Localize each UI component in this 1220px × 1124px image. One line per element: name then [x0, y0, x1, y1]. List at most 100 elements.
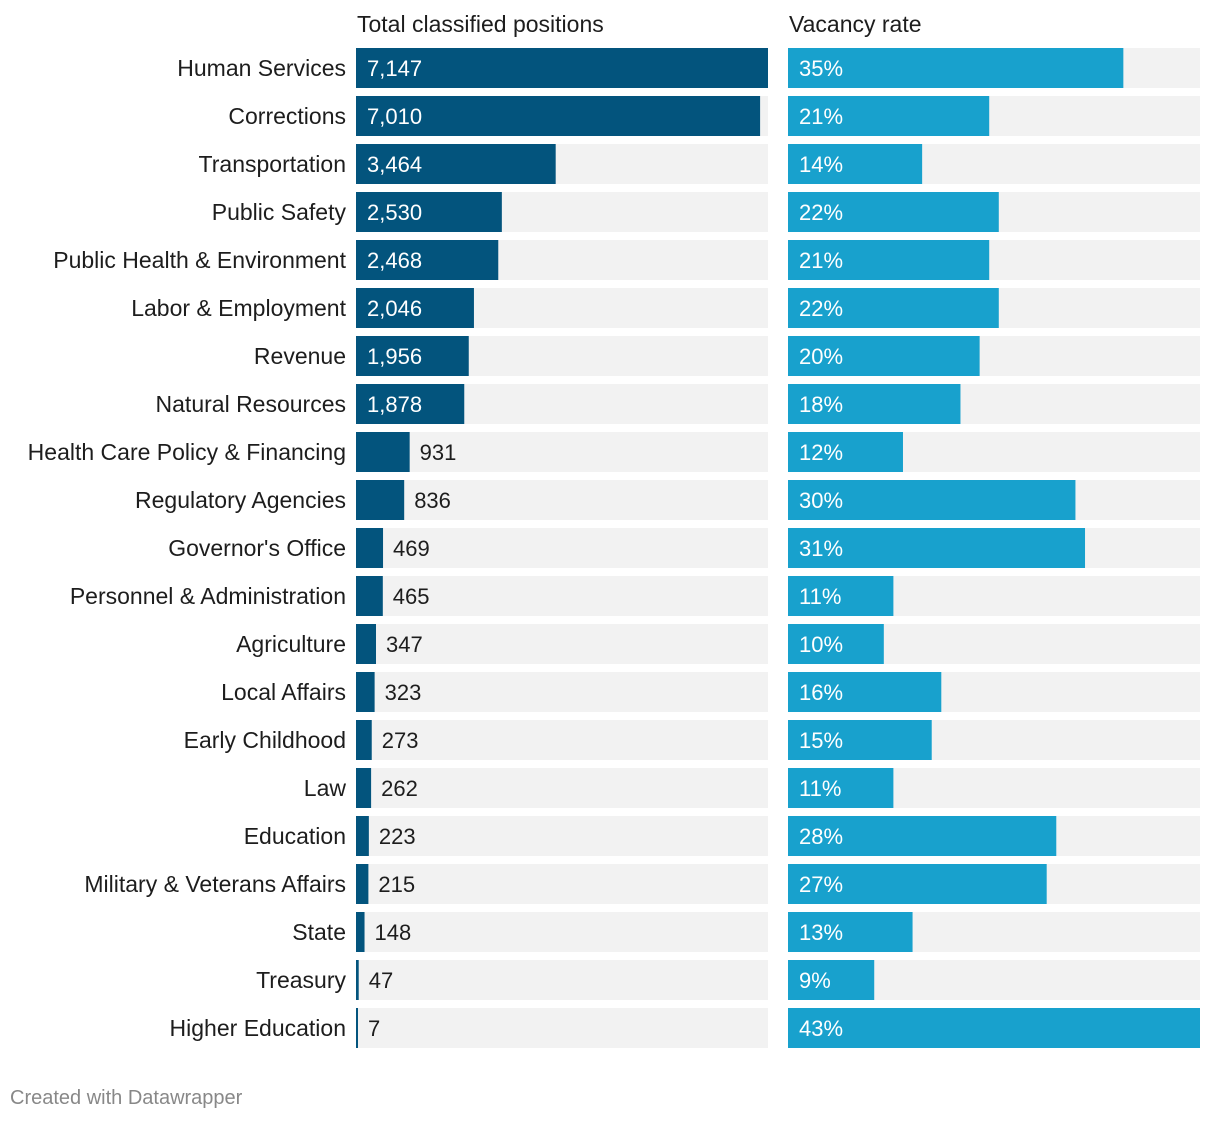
category-label: Corrections — [228, 103, 346, 129]
vacancy-bar — [788, 864, 1047, 904]
vacancy-value-label: 20% — [799, 344, 843, 369]
positions-value-label: 931 — [420, 440, 457, 465]
positions-track — [356, 528, 768, 568]
positions-track — [356, 912, 768, 952]
vacancy-bar — [788, 96, 990, 136]
category-label: Education — [244, 823, 346, 849]
positions-track — [356, 576, 768, 616]
positions-track — [356, 864, 768, 904]
category-label: Transportation — [199, 151, 346, 177]
positions-track — [356, 720, 768, 760]
category-label: Health Care Policy & Financing — [28, 439, 346, 465]
vacancy-bar — [788, 912, 913, 952]
positions-track — [356, 768, 768, 808]
positions-bar — [356, 912, 365, 952]
datawrapper-credit: Created with Datawrapper — [10, 1087, 243, 1109]
category-label: Treasury — [256, 967, 346, 993]
positions-track — [356, 432, 768, 472]
vacancy-value-label: 21% — [799, 104, 843, 129]
category-label: Higher Education — [170, 1015, 346, 1041]
vacancy-value-label: 15% — [799, 728, 843, 753]
positions-value-label: 469 — [393, 536, 430, 561]
category-label: Personnel & Administration — [70, 583, 346, 609]
category-label: Public Safety — [212, 199, 347, 225]
positions-bar — [356, 432, 410, 472]
category-label: State — [292, 919, 346, 945]
positions-bar — [356, 720, 372, 760]
chart-rows: Human Services 7,147 35% Corrections 7,010 21… — [28, 48, 1200, 1048]
positions-value-label: 1,956 — [367, 344, 422, 369]
category-label: Local Affairs — [221, 679, 346, 705]
positions-track — [356, 816, 768, 856]
vacancy-value-label: 28% — [799, 824, 843, 849]
positions-bar — [356, 1008, 358, 1048]
vacancy-value-label: 35% — [799, 56, 843, 81]
positions-value-label: 215 — [378, 872, 415, 897]
vacancy-bar — [788, 240, 990, 280]
positions-column-header: Total classified positions — [357, 11, 604, 37]
positions-bar — [356, 528, 384, 568]
vacancy-value-label: 16% — [799, 680, 843, 705]
vacancy-bar — [788, 1008, 1200, 1048]
positions-value-label: 273 — [382, 728, 419, 753]
vacancy-value-label: 11% — [799, 584, 841, 609]
positions-bar — [356, 672, 375, 712]
category-label: Governor's Office — [168, 535, 346, 561]
vacancy-value-label: 31% — [799, 536, 843, 561]
positions-value-label: 148 — [375, 920, 412, 945]
vacancy-value-label: 14% — [799, 152, 843, 177]
positions-value-label: 465 — [393, 584, 430, 609]
positions-value-label: 7,010 — [367, 104, 422, 129]
vacancy-bar — [788, 432, 903, 472]
vacancy-bar — [788, 576, 894, 616]
vacancy-bar — [788, 960, 875, 1000]
positions-bar — [356, 288, 474, 328]
positions-track — [356, 960, 768, 1000]
positions-value-label: 7 — [368, 1016, 380, 1041]
positions-track — [356, 480, 768, 520]
positions-value-label: 323 — [385, 680, 422, 705]
category-label: Natural Resources — [156, 391, 346, 417]
positions-bar — [356, 768, 372, 808]
positions-bar — [356, 624, 377, 664]
vacancy-bar — [788, 336, 980, 376]
vacancy-bar — [788, 816, 1057, 856]
positions-bar — [356, 48, 768, 88]
category-label: Regulatory Agencies — [135, 487, 346, 513]
positions-bar — [356, 192, 502, 232]
positions-bar — [356, 864, 369, 904]
vacancy-bar — [788, 768, 894, 808]
category-label: Military & Veterans Affairs — [84, 871, 346, 897]
vacancy-value-label: 30% — [799, 488, 843, 513]
positions-track — [356, 624, 768, 664]
vacancy-bar — [788, 288, 999, 328]
positions-bar — [356, 816, 369, 856]
vacancy-bar — [788, 384, 961, 424]
vacancy-value-label: 27% — [799, 872, 843, 897]
vacancy-bar — [788, 48, 1124, 88]
vacancy-bar — [788, 192, 999, 232]
positions-bar — [356, 240, 499, 280]
category-label: Revenue — [254, 343, 346, 369]
vacancy-bar — [788, 144, 923, 184]
vacancy-bar — [788, 720, 932, 760]
positions-value-label: 3,464 — [367, 152, 422, 177]
positions-value-label: 1,878 — [367, 392, 422, 417]
positions-bar — [356, 336, 469, 376]
positions-value-label: 262 — [381, 776, 418, 801]
category-label: Public Health & Environment — [53, 247, 346, 273]
vacancy-value-label: 11% — [799, 776, 841, 801]
positions-track — [356, 1008, 768, 1048]
vacancy-value-label: 22% — [799, 296, 843, 321]
vacancy-value-label: 43% — [799, 1016, 843, 1041]
positions-value-label: 223 — [379, 824, 416, 849]
vacancy-bar — [788, 528, 1086, 568]
category-label: Labor & Employment — [131, 295, 346, 321]
category-label: Human Services — [177, 55, 346, 81]
vacancy-bar — [788, 624, 884, 664]
positions-value-label: 2,530 — [367, 200, 422, 225]
positions-bar — [356, 384, 465, 424]
vacancy-value-label: 22% — [799, 200, 843, 225]
vacancy-column-header: Vacancy rate — [789, 11, 922, 37]
